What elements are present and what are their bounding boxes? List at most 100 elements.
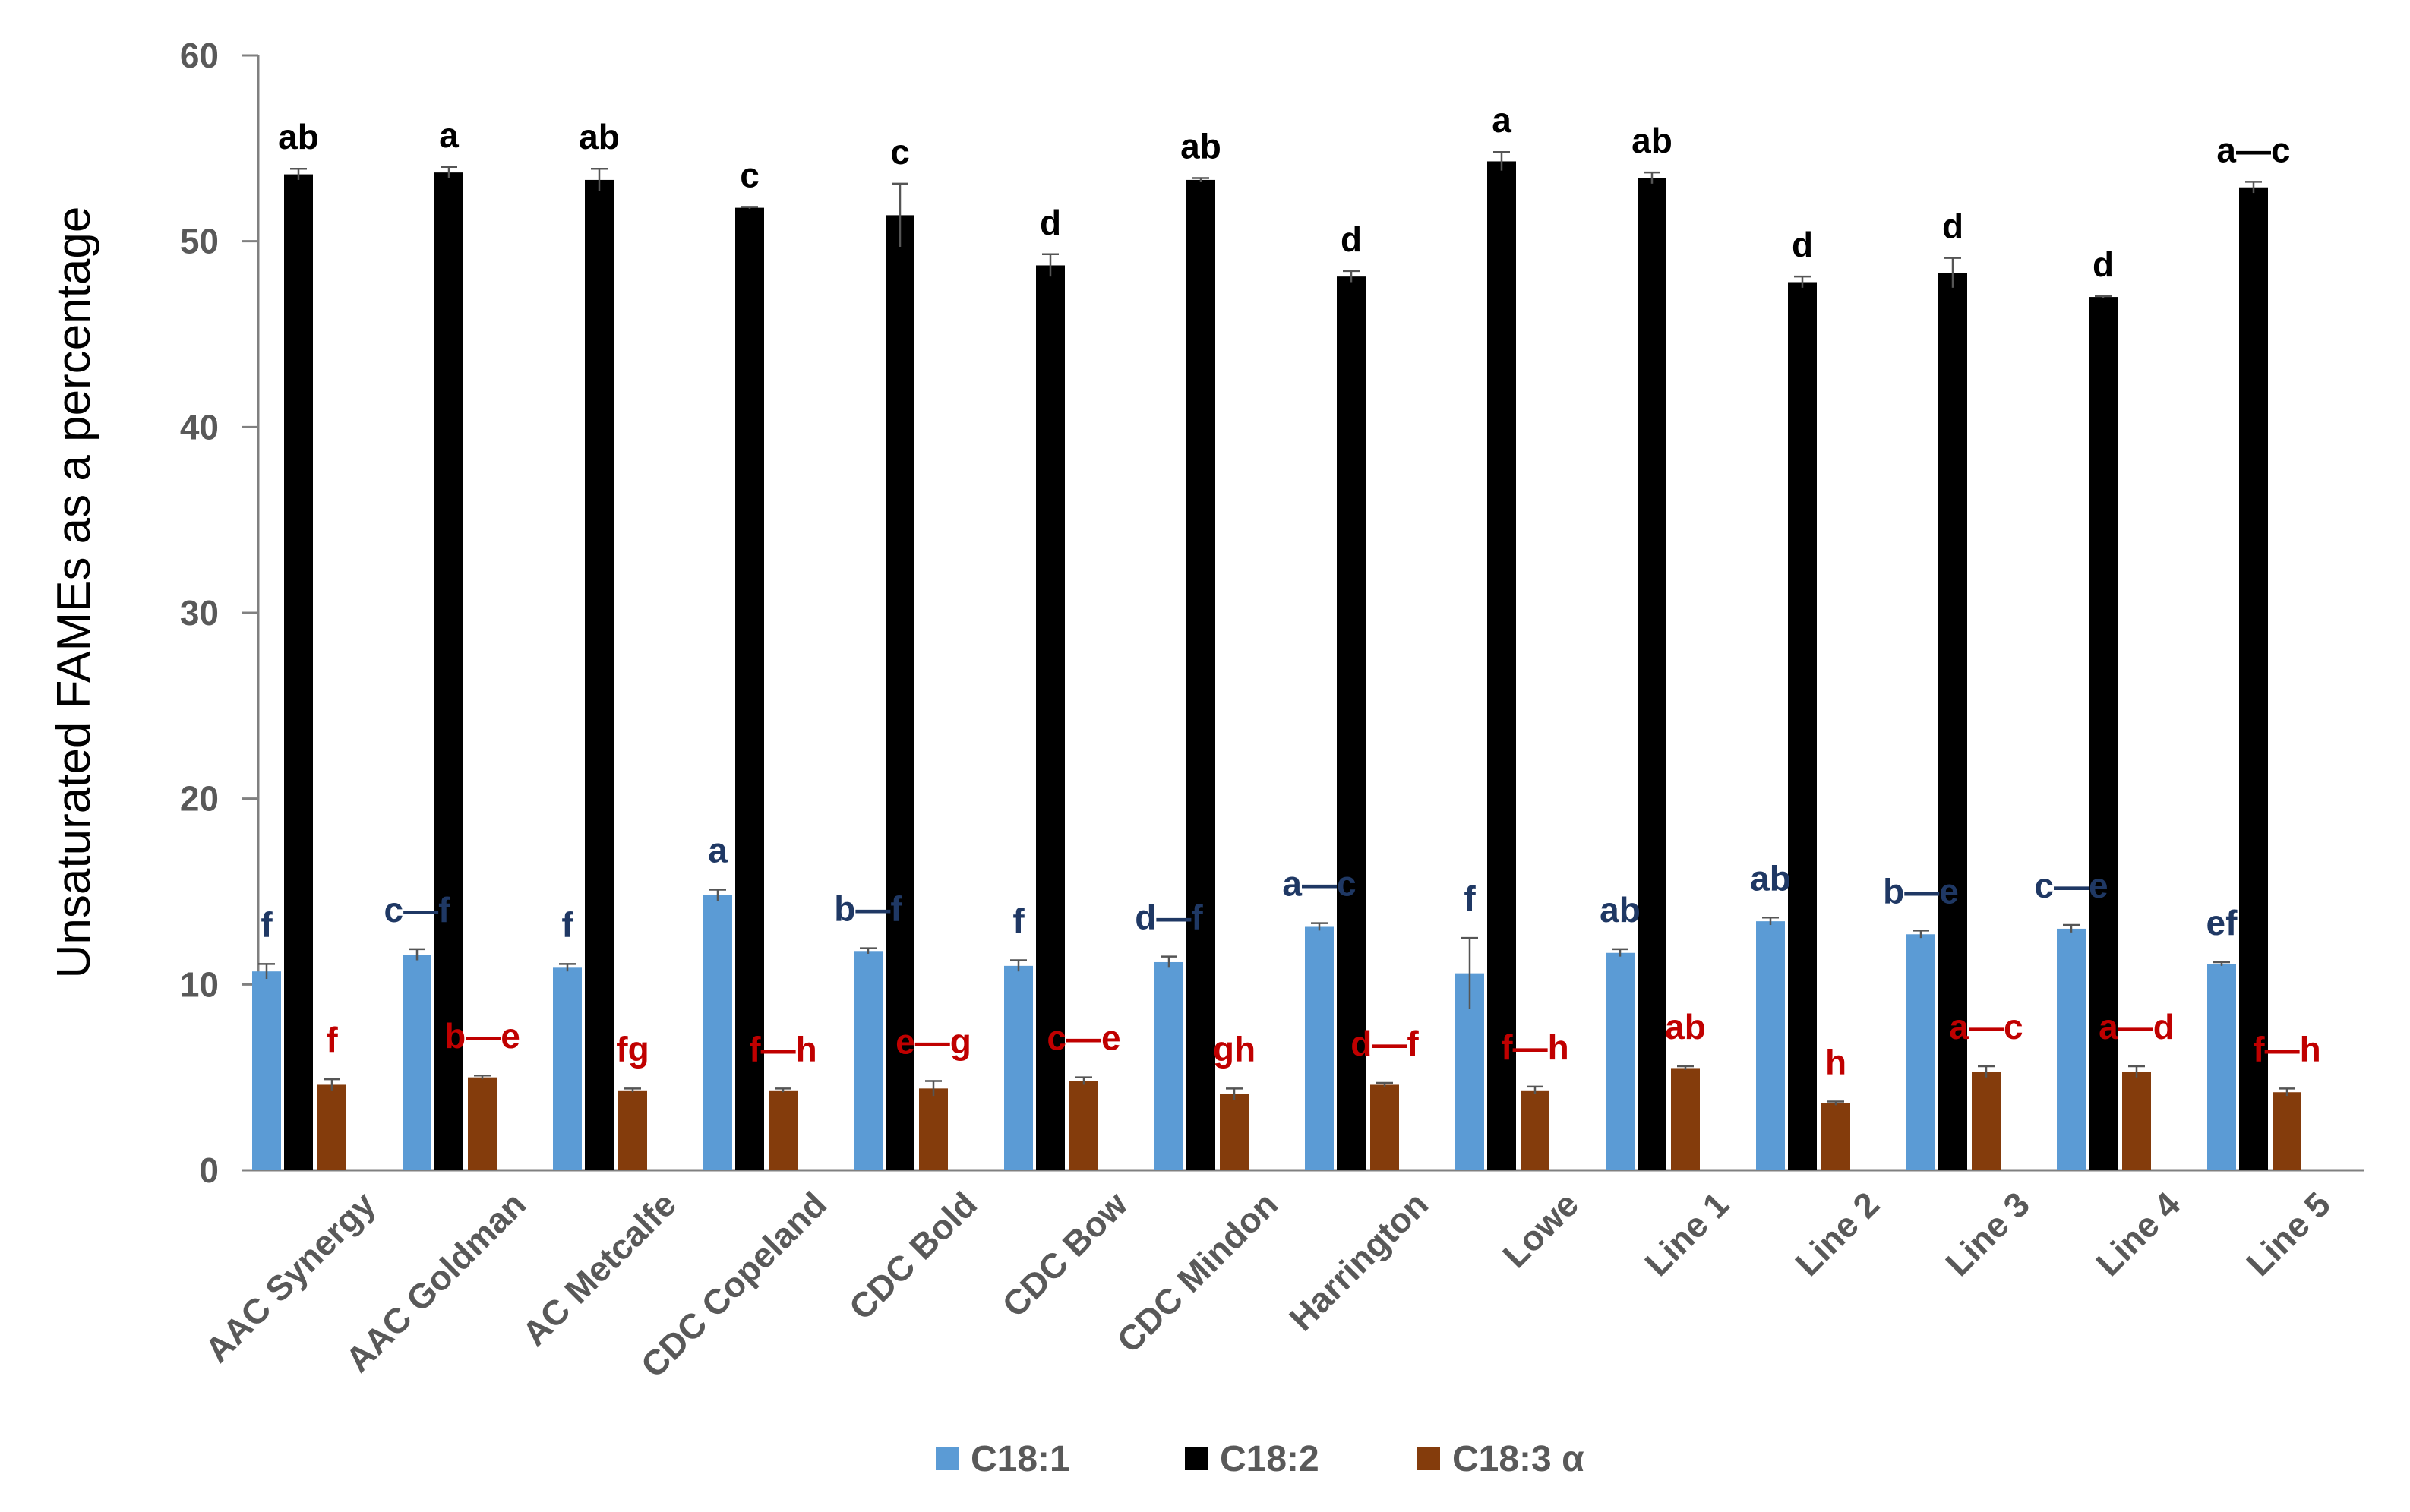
legend-swatch [1417, 1447, 1440, 1470]
bar [1337, 276, 1366, 1170]
bar [2239, 187, 2268, 1170]
bar [919, 1088, 948, 1170]
bar [434, 172, 463, 1170]
significance-letter: f [261, 904, 273, 944]
x-tick-label: Line 5 [2238, 1184, 2338, 1283]
significance-letter: f—h [1501, 1027, 1568, 1067]
x-tick-label: Line 2 [1787, 1184, 1887, 1283]
significance-letter: c—e [2034, 866, 2108, 905]
bar [1606, 952, 1635, 1170]
significance-letter: f [1464, 879, 1476, 918]
bar [1004, 965, 1033, 1170]
bar [2122, 1072, 2151, 1170]
bar [1972, 1072, 2001, 1170]
bar [886, 215, 914, 1170]
significance-letter: d [2093, 245, 2114, 284]
bar [553, 967, 582, 1170]
legend-label: C18:2 [1220, 1439, 1319, 1479]
significance-letter: fg [616, 1029, 649, 1069]
bar [2089, 297, 2118, 1171]
y-tick-label: 60 [180, 36, 219, 75]
significance-letter: f—h [749, 1029, 816, 1069]
significance-letter: c—e [1047, 1018, 1120, 1058]
legend-label: C18:1 [971, 1439, 1070, 1479]
significance-letter: a—c [1282, 864, 1356, 904]
bar [703, 895, 732, 1170]
significance-letter: ab [1665, 1007, 1706, 1046]
bar [1938, 273, 1967, 1170]
x-tick-label: AC Metcalfe [514, 1184, 684, 1353]
bar [585, 179, 614, 1171]
significance-letter: d [1942, 207, 1963, 246]
significance-letter: ab [579, 117, 620, 156]
bar [1487, 161, 1516, 1171]
significance-letter: d [1040, 203, 1061, 242]
significance-letter: a—d [2099, 1007, 2175, 1046]
significance-letter: ef [2206, 903, 2238, 942]
bar [769, 1090, 798, 1170]
significance-letter: a [1492, 100, 1511, 140]
x-tick-label: CDC Bow [994, 1184, 1135, 1324]
significance-letter: f [561, 904, 573, 944]
x-tick-label: Harrington [1281, 1184, 1436, 1338]
y-tick-label: 50 [180, 222, 219, 261]
significance-letter: ab [1631, 121, 1672, 160]
bar [618, 1090, 647, 1170]
legend-label: C18:3 α [1452, 1439, 1584, 1479]
bar [317, 1084, 346, 1170]
significance-letter: d—f [1135, 898, 1203, 937]
bar [1821, 1103, 1850, 1170]
y-axis: 0 10 20 30 40 50 60 [180, 36, 260, 1190]
significance-letter: a—c [1949, 1007, 2023, 1046]
significance-letter: ab [278, 117, 319, 156]
bar [2057, 928, 2086, 1170]
legend-swatch [1185, 1447, 1208, 1470]
significance-letter: ab [1750, 858, 1791, 898]
bar [1154, 961, 1183, 1170]
y-tick-label: 30 [180, 593, 219, 633]
bar [735, 207, 764, 1170]
y-tick-label: 40 [180, 407, 219, 447]
bar [1069, 1081, 1098, 1170]
bar [2207, 964, 2236, 1170]
bar [1186, 179, 1215, 1171]
bar [403, 955, 431, 1170]
significance-letter: f [326, 1020, 338, 1059]
significance-letter: c [740, 155, 760, 194]
y-tick-label: 10 [180, 964, 219, 1004]
significance-letter: h [1825, 1042, 1846, 1081]
y-tick-label: 0 [199, 1151, 219, 1190]
bar [252, 971, 281, 1170]
significance-letter: e—g [895, 1022, 971, 1062]
x-tick-label: Line 3 [1938, 1184, 2037, 1283]
bar [1756, 921, 1785, 1170]
bar [1638, 178, 1666, 1171]
bar [1370, 1084, 1399, 1170]
bar [1521, 1090, 1549, 1170]
bar [854, 951, 883, 1170]
significance-letter: b—f [834, 889, 902, 929]
bar [468, 1077, 497, 1170]
significance-letters: f c—f f a b—f f d—f a—c f ab ab b—e c—e ef ab a ab c c d ab d… [261, 100, 2320, 1081]
significance-letter: d—f [1350, 1024, 1419, 1063]
significance-letter: ab [1600, 890, 1641, 930]
significance-letter: a [439, 115, 459, 155]
significance-letter: a—c [2216, 130, 2290, 169]
y-tick-label: 20 [180, 779, 219, 819]
significance-letter: ab [1180, 126, 1221, 166]
significance-letter: gh [1213, 1029, 1256, 1069]
bar [2273, 1092, 2301, 1170]
bar [1671, 1068, 1700, 1170]
bar [284, 174, 313, 1170]
significance-letter: b—e [1883, 871, 1959, 911]
bar [1220, 1094, 1249, 1170]
y-axis-label: Unsaturated FAMEs as a percentage [48, 207, 100, 979]
significance-letter: d [1792, 225, 1813, 264]
significance-letter: c [890, 132, 910, 172]
x-tick-label: CDC Bold [842, 1184, 985, 1327]
significance-letter: b—e [444, 1016, 520, 1056]
significance-letter: f [1012, 901, 1025, 941]
bar [1788, 282, 1817, 1170]
